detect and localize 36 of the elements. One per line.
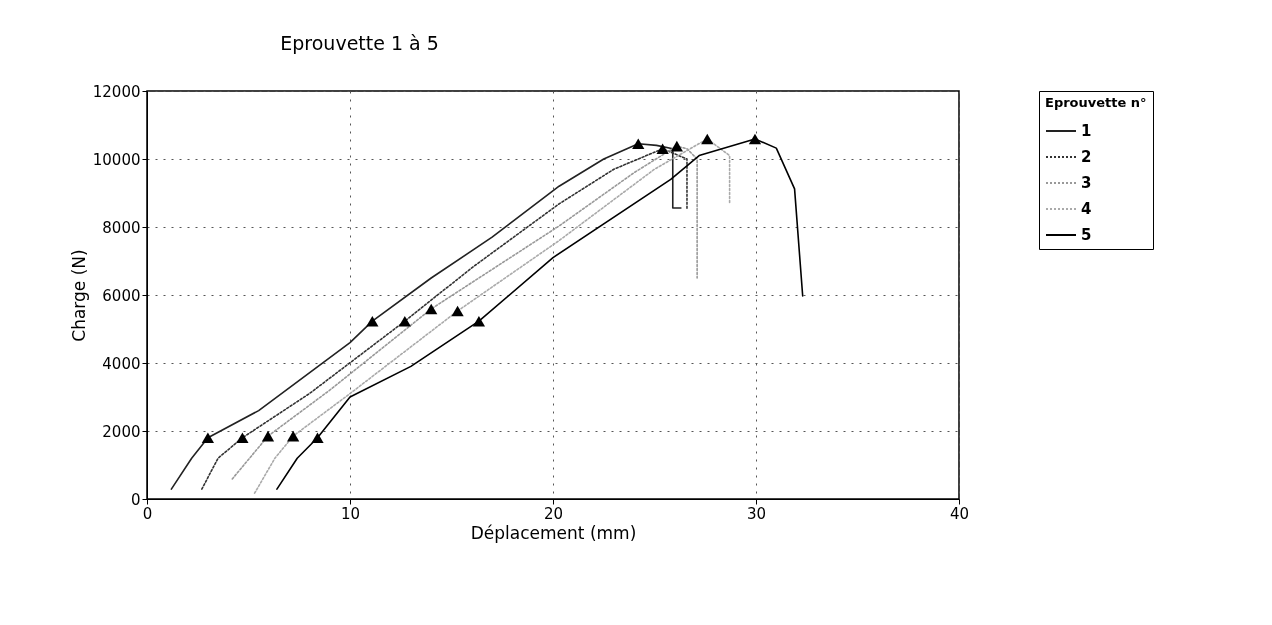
point [261, 430, 275, 442]
point [287, 430, 300, 442]
point [748, 133, 762, 145]
legend-label: 2 [1081, 148, 1092, 166]
x-tick-label: 0 [142, 504, 153, 523]
y-tick-label: 12000 [92, 82, 141, 101]
point [656, 143, 669, 155]
x-tick-label: 30 [746, 504, 767, 523]
y-tick-label: 0 [130, 490, 141, 509]
point [311, 432, 324, 444]
x-axis-title: Déplacement (mm) [470, 522, 637, 543]
point [236, 432, 249, 444]
y-axis-title: Charge (N) [68, 249, 89, 342]
point [451, 305, 464, 317]
legend-label: 4 [1081, 200, 1092, 218]
point [701, 133, 714, 145]
y-tick-label: 10000 [92, 150, 141, 169]
point [201, 432, 215, 444]
point [425, 303, 438, 315]
legend-title: Eprouvette n° [1045, 95, 1147, 110]
x-tick-label: 20 [543, 504, 564, 523]
y-tick-label: 4000 [102, 354, 141, 373]
point [670, 140, 683, 152]
point [366, 315, 379, 327]
y-tick-label: 6000 [102, 286, 141, 305]
point [398, 315, 411, 327]
legend-label: 1 [1081, 122, 1092, 140]
chart-title: Eprouvette 1 à 5 [280, 32, 439, 54]
point [632, 138, 645, 149]
legend-label: 5 [1081, 226, 1092, 244]
y-tick-label: 2000 [102, 422, 141, 441]
x-tick-label: 10 [340, 504, 361, 523]
point [472, 315, 486, 327]
legend-label: 3 [1081, 174, 1092, 192]
y-tick-label: 8000 [102, 218, 141, 237]
x-tick-label: 40 [949, 504, 970, 523]
